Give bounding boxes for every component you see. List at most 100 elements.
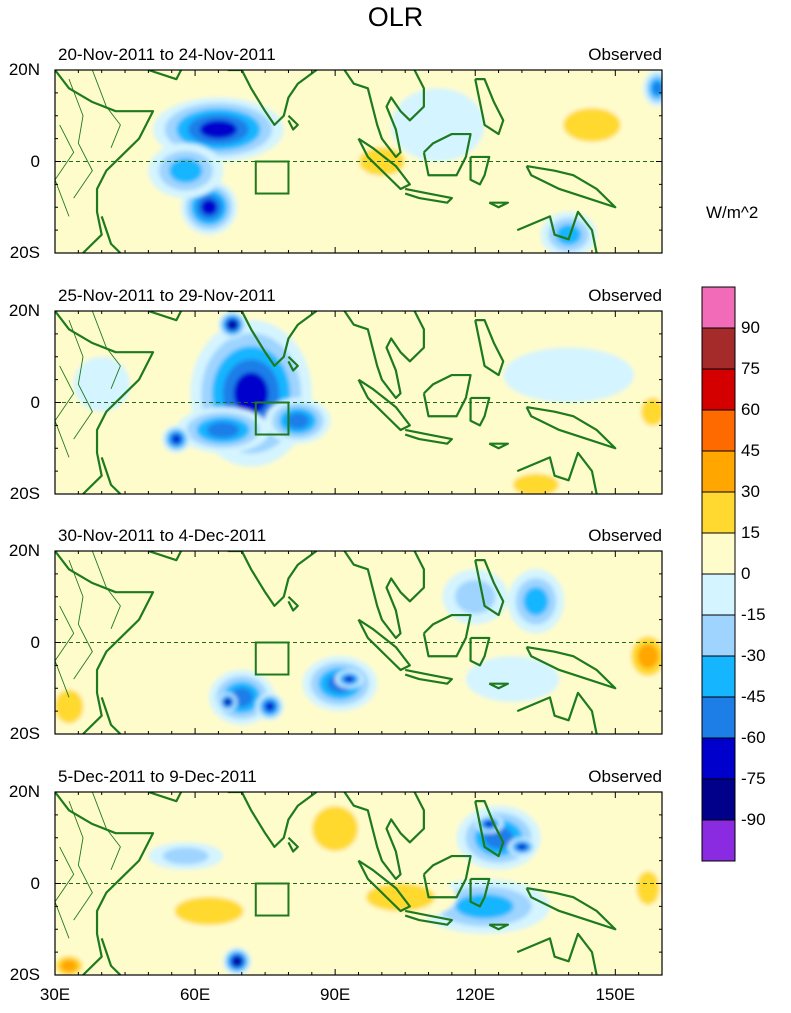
anomaly-cell-3-band-5: [265, 702, 274, 711]
coastline-12: [488, 923, 510, 931]
coastline-12: [488, 442, 510, 450]
x-tick-label: 90E: [320, 985, 351, 1004]
anomaly-cell-6-band-1: [325, 311, 401, 366]
coastline-14: [100, 938, 122, 975]
anomaly-cell-11-band-2: [55, 689, 84, 724]
colorbar-label: -30: [741, 646, 766, 665]
anomaly-cell-7-band-3: [523, 587, 549, 616]
colorbar-swatch-6: [701, 491, 736, 534]
coastline-1: [55, 311, 155, 494]
anomaly-cell-11-band-1: [73, 356, 130, 412]
colorbar: [701, 286, 736, 862]
colorbar-swatch-12: [701, 737, 736, 780]
colorbar-swatch-5: [701, 450, 736, 493]
coastline-7: [404, 668, 453, 685]
anomaly-cell-8-band-1: [465, 656, 560, 702]
anomaly-cell-4-band-5: [172, 435, 181, 444]
colorbar-label: 60: [741, 400, 760, 419]
border-line-1: [68, 319, 93, 440]
coastline-2: [148, 792, 183, 803]
coastline-10: [474, 78, 505, 136]
colorbar-swatch-1: [701, 286, 736, 329]
anomaly-field: [55, 70, 662, 253]
coastline-6: [357, 618, 411, 672]
panel-1-tag: Observed: [588, 45, 662, 64]
colorbar-swatch-3: [701, 368, 736, 411]
coastline-10: [474, 319, 505, 377]
anomaly-cell-1-band-5: [199, 120, 238, 139]
colorbar-label: -15: [741, 605, 766, 624]
anomaly-cell-9-band-1: [568, 551, 662, 606]
coastline-9: [469, 396, 491, 427]
anomaly-cell-9-band-4: [652, 81, 662, 95]
coastline-5: [343, 792, 425, 881]
border-line-3: [55, 846, 75, 939]
coastline-3: [227, 70, 318, 127]
border-line-3: [55, 605, 75, 698]
coastline-3: [227, 311, 318, 367]
panel-1-y-tick-label: 0: [30, 151, 40, 171]
coastline-7: [404, 909, 453, 926]
coastline-3: [227, 792, 318, 849]
anomaly-cell-7-band-2: [563, 108, 621, 142]
coastline-9: [469, 155, 491, 186]
colorbar-label: -75: [741, 769, 766, 788]
anomaly-cell-9-band-2: [641, 397, 662, 426]
panel-1-y-tick-label: 20S: [9, 243, 40, 262]
coastline-4: [287, 595, 299, 612]
anomaly-cell-10-band-1: [391, 88, 485, 162]
coastline-10: [474, 800, 505, 858]
coastline-13: [516, 932, 598, 975]
panel-1-date-range: 20-Nov-2011 to 24-Nov-2011: [58, 45, 276, 64]
border-line-2: [91, 311, 121, 389]
border-line-2: [91, 70, 121, 148]
coastline-1: [55, 551, 155, 734]
panel-4-y-tick-label: 0: [30, 873, 40, 893]
coastline-13: [516, 691, 598, 734]
anomaly-field: [55, 792, 662, 975]
colorbar-label: 0: [741, 564, 751, 583]
anomaly-cell-2-band-5: [485, 821, 494, 827]
border-line-3: [55, 365, 75, 458]
border-line-2: [91, 551, 121, 629]
colorbar-label: 75: [741, 359, 760, 378]
panel-4-y-tick-label: 20S: [9, 965, 40, 984]
panel-4: [54, 791, 663, 976]
coastline-3: [227, 551, 318, 608]
coastline-11: [525, 886, 617, 931]
coastline-2: [148, 311, 183, 322]
anomaly-field: [55, 551, 662, 734]
coastline-12: [488, 682, 510, 690]
border-line-1: [68, 559, 93, 680]
anomaly-cell-9-band-2: [174, 896, 244, 926]
anomaly-cell-12-band-1: [554, 805, 630, 852]
anomaly-field: [55, 311, 662, 494]
colorbar-label: -90: [741, 810, 766, 829]
anomaly-cell-8-band-2: [512, 473, 559, 494]
colorbar-label: 30: [741, 482, 760, 501]
coastline-11: [525, 405, 617, 450]
anomaly-cell-1-band-5: [233, 372, 269, 415]
anomaly-cell-11-band-1: [55, 179, 102, 235]
colorbar-label: -60: [741, 728, 766, 747]
coastline-4: [287, 355, 299, 372]
panel-2-y-tick-label: 20S: [9, 484, 40, 503]
chart-title: OLR: [367, 2, 424, 32]
panel-3-date-range: 30-Nov-2011 to 4-Dec-2011: [58, 526, 267, 545]
coastline-5: [343, 70, 425, 159]
anomaly-cell-10-band-3: [637, 644, 659, 669]
anomaly-cell-3-band-3: [169, 158, 203, 183]
coastline-14: [100, 216, 122, 253]
coastline-11: [525, 164, 617, 209]
coastline-9: [469, 877, 491, 908]
panel-3: [54, 550, 663, 735]
border-line-1: [68, 78, 93, 199]
colorbar-swatch-7: [701, 532, 736, 575]
anomaly-cell-5-band-6: [233, 957, 241, 965]
coastline-14: [100, 457, 122, 494]
colorbar-label: -45: [741, 687, 766, 706]
anomaly-cell-11-band-2: [636, 871, 660, 905]
panel-2: [54, 310, 663, 495]
anomaly-cell-3-band-4: [206, 421, 240, 438]
